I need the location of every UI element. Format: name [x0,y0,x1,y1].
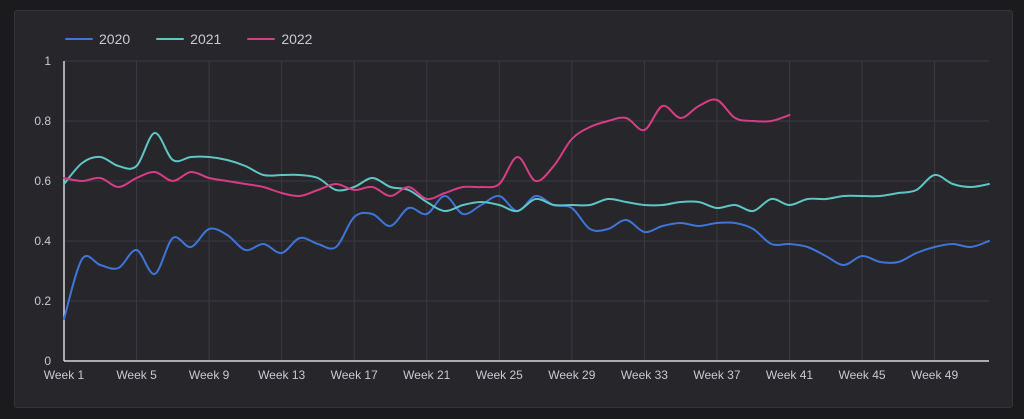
x-tick-label: Week 25 [476,368,523,382]
x-tick-label: Week 49 [911,368,958,382]
legend-label-2021: 2021 [190,31,222,47]
x-tick-label: Week 37 [693,368,740,382]
y-tick-label: 0.2 [34,294,51,308]
x-tick-label: Week 9 [189,368,230,382]
y-tick-label: 0.4 [34,234,51,248]
x-tick-label: Week 17 [331,368,378,382]
series-line-2021 [63,132,990,213]
legend-item-2020[interactable]: 2020 [65,31,130,47]
x-tick-label: Week 13 [258,368,305,382]
legend-swatch-2020 [65,38,93,40]
y-tick-label: 0.8 [34,114,51,128]
legend-swatch-2022 [247,38,276,40]
legend-item-2022[interactable]: 2022 [247,31,312,47]
x-tick-label: Week 33 [621,368,668,382]
x-tick-label: Week 29 [548,368,595,382]
y-tick-label: 0 [44,354,51,368]
legend-swatch-2021 [156,38,185,40]
x-tick-label: Week 45 [838,368,885,382]
x-tick-label: Week 1 [44,368,85,382]
y-tick-label: 1 [44,54,51,68]
x-tick-label: Week 21 [403,368,450,382]
legend-item-2021[interactable]: 2021 [156,31,221,47]
y-tick-label: 0.6 [34,174,51,188]
chart-legend: 2020 2021 2022 [65,31,312,47]
x-tick-label: Week 41 [766,368,813,382]
x-tick-label: Week 5 [116,368,157,382]
series-line-2022 [63,98,791,201]
legend-label-2020: 2020 [99,31,131,47]
legend-label-2022: 2022 [281,31,313,47]
